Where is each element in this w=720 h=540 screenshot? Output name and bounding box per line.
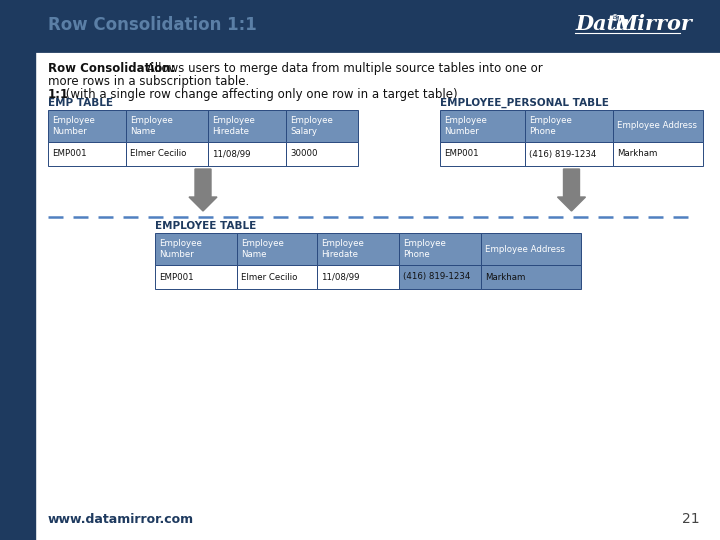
Text: Employee
Phone: Employee Phone [403, 239, 446, 259]
Bar [208, 142, 286, 166]
Bar [155, 233, 237, 265]
Text: Employee
Hiredate: Employee Hiredate [212, 116, 255, 136]
Bar [440, 110, 525, 142]
FancyArrow shape [557, 169, 585, 211]
Text: Row Consolidation:: Row Consolidation: [48, 62, 176, 75]
Text: Elmer Cecilio: Elmer Cecilio [130, 150, 186, 159]
Text: EMPLOYEE_PERSONAL TABLE: EMPLOYEE_PERSONAL TABLE [440, 98, 609, 108]
Bar [399, 265, 481, 289]
Text: EMP001: EMP001 [52, 150, 86, 159]
Bar [286, 110, 358, 142]
Bar [237, 265, 317, 289]
Bar [317, 265, 399, 289]
Text: Markham: Markham [617, 150, 657, 159]
Text: EMP TABLE: EMP TABLE [48, 98, 113, 108]
Text: Allows users to merge data from multiple source tables into one or: Allows users to merge data from multiple… [143, 62, 543, 75]
Text: Employee
Phone: Employee Phone [529, 116, 572, 136]
Text: (416) 819-1234: (416) 819-1234 [403, 273, 470, 281]
Bar [48, 142, 126, 166]
Text: more rows in a subscription table.: more rows in a subscription table. [48, 75, 249, 88]
Text: Employee
Number: Employee Number [52, 116, 95, 136]
Bar [126, 110, 208, 142]
Bar [613, 110, 703, 142]
Text: Employee
Number: Employee Number [159, 239, 202, 259]
Bar [317, 233, 399, 265]
Bar [0, 0, 35, 540]
Text: Markham: Markham [485, 273, 526, 281]
Bar [525, 110, 613, 142]
Bar [525, 142, 613, 166]
Text: www.datamirror.com: www.datamirror.com [48, 513, 194, 526]
FancyArrow shape [189, 169, 217, 211]
Text: 11/08/99: 11/08/99 [212, 150, 251, 159]
Text: (with a single row change affecting only one row in a target table): (with a single row change affecting only… [62, 88, 458, 101]
Text: (416) 819-1234: (416) 819-1234 [529, 150, 596, 159]
Text: EMP001: EMP001 [444, 150, 479, 159]
Text: 30000: 30000 [290, 150, 318, 159]
Bar [208, 110, 286, 142]
Bar [237, 233, 317, 265]
Text: Employee
Number: Employee Number [444, 116, 487, 136]
Text: Employee
Name: Employee Name [241, 239, 284, 259]
Bar [481, 265, 581, 289]
Text: 11/08/99: 11/08/99 [321, 273, 359, 281]
Text: Mirror: Mirror [615, 14, 693, 34]
Text: Elmer Cecilio: Elmer Cecilio [241, 273, 297, 281]
Text: 21: 21 [683, 512, 700, 526]
Text: EMP001: EMP001 [159, 273, 194, 281]
Bar [286, 142, 358, 166]
Text: Employee Address: Employee Address [485, 245, 565, 253]
Text: 1:1: 1:1 [48, 88, 69, 101]
Bar [440, 142, 525, 166]
Text: Employee
Name: Employee Name [130, 116, 173, 136]
Text: Data: Data [575, 14, 630, 34]
Text: ®: ® [611, 15, 619, 24]
Text: Row Consolidation 1:1: Row Consolidation 1:1 [48, 16, 257, 34]
Bar [48, 110, 126, 142]
Bar [155, 265, 237, 289]
Text: Employee Address: Employee Address [617, 122, 697, 131]
Text: Employee
Hiredate: Employee Hiredate [321, 239, 364, 259]
Text: Employee
Salary: Employee Salary [290, 116, 333, 136]
Bar [126, 142, 208, 166]
Bar [481, 233, 581, 265]
Bar [0, 0, 720, 50]
Bar [399, 233, 481, 265]
Text: EMPLOYEE TABLE: EMPLOYEE TABLE [155, 221, 256, 231]
Bar [613, 142, 703, 166]
